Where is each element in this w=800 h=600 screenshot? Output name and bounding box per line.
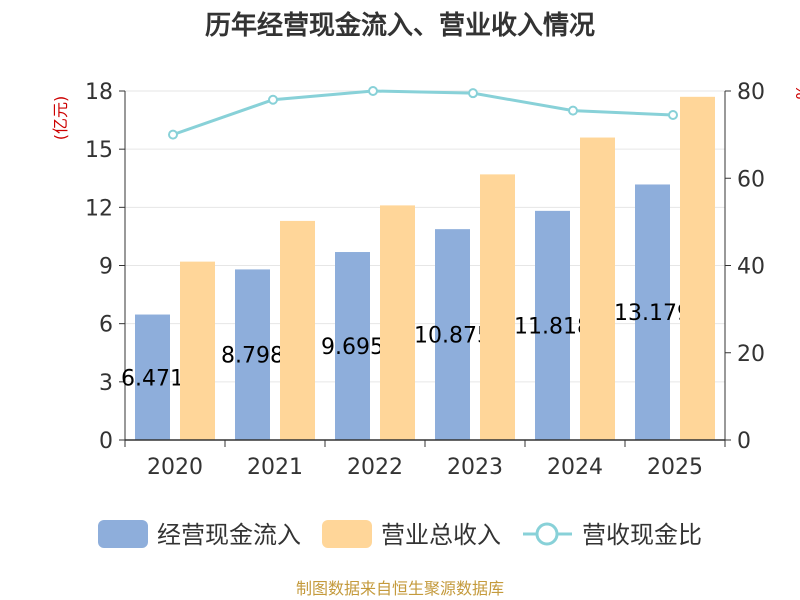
legend-swatch-cash-inflow bbox=[98, 520, 148, 548]
axes: 0 3 6 9 12 15 18 0 20 40 60 80 2020 2021 2022 2023 2024 2… bbox=[85, 80, 765, 480]
bar-revenue-2024 bbox=[580, 137, 615, 441]
x-tick-label-2023: 2023 bbox=[447, 455, 503, 480]
ratio-point-2024 bbox=[568, 105, 578, 116]
y-tick-label-left: 9 bbox=[99, 255, 113, 280]
bar-revenue-2022 bbox=[380, 205, 415, 440]
ratio-point-2020 bbox=[168, 129, 178, 140]
data-label-2020: 6.471 bbox=[121, 366, 184, 391]
data-labels: 6.471 8.798 9.695 10.875 11.818 13.179 bbox=[121, 301, 691, 391]
data-label-2022: 9.695 bbox=[321, 335, 384, 360]
bar-revenue-2020 bbox=[180, 261, 215, 440]
bar-cash-inflow-2020 bbox=[135, 314, 170, 440]
bar-revenue-2021 bbox=[280, 220, 315, 440]
y-tick-label-left: 18 bbox=[85, 80, 113, 105]
y-tick-label-right: 0 bbox=[737, 429, 751, 454]
x-tick-label-2021: 2021 bbox=[247, 455, 303, 480]
source-note: 制图数据来自恒生聚源数据库 bbox=[296, 579, 504, 598]
x-tick-label-2020: 2020 bbox=[147, 455, 203, 480]
bar-cash-inflow-2021 bbox=[235, 269, 270, 440]
ratio-point-2025 bbox=[668, 109, 678, 120]
y-tick-label-right: 60 bbox=[737, 167, 765, 192]
data-label-2021: 8.798 bbox=[221, 344, 284, 369]
data-label-2024: 11.818 bbox=[514, 314, 591, 339]
y-tick-label-left: 3 bbox=[99, 371, 113, 396]
y-axis-unit-left: (亿元) bbox=[51, 96, 70, 141]
y-tick-label-right: 80 bbox=[737, 80, 765, 105]
legend-swatch-revenue bbox=[322, 520, 372, 548]
ratio-point-2022 bbox=[368, 86, 378, 96]
bars bbox=[135, 96, 715, 441]
y-tick-label-right: 20 bbox=[737, 342, 765, 367]
y-tick-label-right: 40 bbox=[737, 255, 765, 280]
y-tick-label-left: 15 bbox=[85, 138, 113, 163]
ratio-line-path bbox=[172, 89, 674, 137]
legend-label-ratio: 营收现金比 bbox=[582, 521, 702, 549]
legend: 经营现金流入 营业总收入 营收现金比 bbox=[98, 520, 702, 549]
y-axis-unit-right: % bbox=[792, 84, 800, 99]
x-tick-label-2022: 2022 bbox=[347, 455, 403, 480]
ratio-line bbox=[168, 86, 678, 140]
x-tick-label-2024: 2024 bbox=[547, 455, 603, 480]
y-tick-label-left: 0 bbox=[99, 429, 113, 454]
chart-title: 历年经营现金流入、营业收入情况 bbox=[205, 10, 595, 41]
legend-swatch-ratio-marker bbox=[535, 522, 559, 546]
x-tick-label-2025: 2025 bbox=[647, 455, 703, 480]
bar-cash-inflow-2022 bbox=[335, 252, 370, 440]
bar-revenue-2023 bbox=[480, 174, 515, 440]
data-label-2025: 13.179 bbox=[614, 301, 691, 326]
legend-label-cash-inflow: 经营现金流入 bbox=[157, 521, 301, 549]
ratio-point-2023 bbox=[468, 88, 478, 99]
bar-cash-inflow-2023 bbox=[435, 229, 470, 440]
bar-cash-inflow-2024 bbox=[535, 210, 570, 440]
bar-cash-inflow-2025 bbox=[635, 184, 670, 440]
legend-label-revenue: 营业总收入 bbox=[381, 521, 501, 549]
bar-revenue-2025 bbox=[680, 96, 715, 441]
data-label-2023: 10.875 bbox=[414, 324, 491, 349]
y-tick-label-left: 12 bbox=[85, 196, 113, 221]
ratio-point-2021 bbox=[268, 94, 278, 105]
y-tick-label-left: 6 bbox=[99, 313, 113, 338]
